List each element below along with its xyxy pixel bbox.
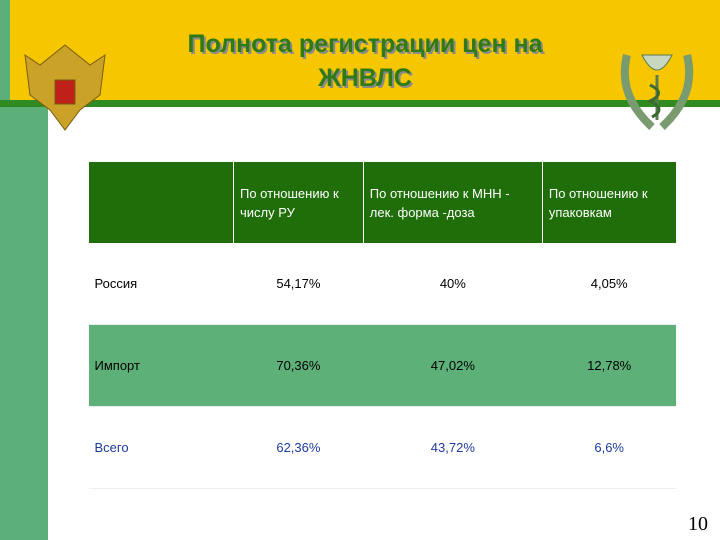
title-line: Полнота регистрации цен на	[187, 30, 543, 58]
header-cell	[88, 162, 234, 243]
table-cell: 6,6%	[542, 406, 676, 489]
title-line: ЖНВЛС	[318, 64, 412, 92]
data-table: По отношению к числу РУ По отношению к МН…	[88, 162, 676, 489]
left-column	[0, 107, 48, 540]
row-label: Импорт	[88, 324, 234, 407]
left-edge	[0, 0, 10, 100]
table-cell: 43,72%	[363, 406, 543, 489]
header-cell: По отношению к упаковкам	[541, 162, 676, 243]
page-number: 10	[688, 513, 708, 535]
header-stripe	[0, 100, 720, 107]
header-row: По отношению к числу РУ По отношению к МН…	[88, 162, 676, 243]
row-label: Всего	[88, 406, 234, 489]
table-cell: 54,17%	[233, 243, 364, 325]
row-label: Россия	[88, 243, 234, 325]
table-row: Всего 62,36% 43,72% 6,6%	[88, 406, 676, 489]
header-cell: По отношению к МНН - лек. форма -доза	[362, 162, 543, 243]
header-cell: По отношению к числу РУ	[233, 162, 364, 243]
pharmacy-emblem	[620, 54, 694, 130]
table-cell: 12,78%	[542, 324, 676, 407]
table-row: Импорт 70,36% 47,02% 12,78%	[88, 324, 676, 407]
emblem	[24, 44, 106, 131]
table-cell: 70,36%	[233, 324, 364, 407]
table-cell: 47,02%	[363, 324, 543, 407]
table-cell: 4,05%	[542, 243, 676, 325]
table-cell: 62,36%	[233, 406, 364, 489]
table-row: Россия 54,17% 40% 4,05%	[88, 243, 676, 325]
header-band	[0, 0, 720, 100]
table-cell: 40%	[363, 243, 543, 325]
